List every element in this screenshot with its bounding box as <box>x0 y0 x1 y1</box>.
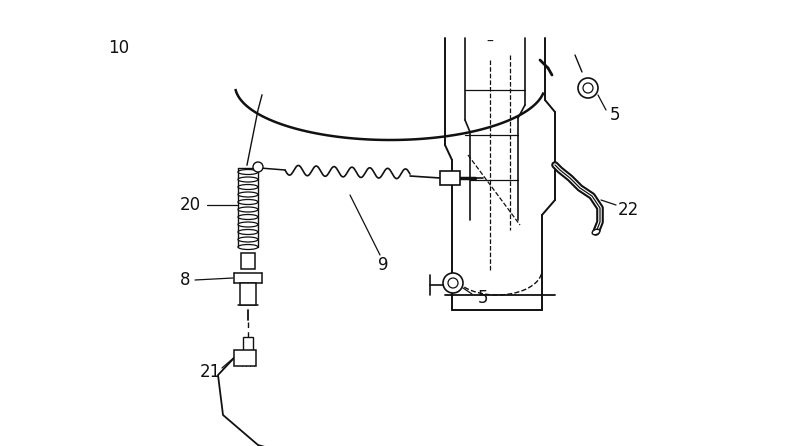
Ellipse shape <box>238 215 258 219</box>
Bar <box>440 171 460 185</box>
Bar <box>243 337 253 351</box>
Ellipse shape <box>238 237 258 242</box>
Circle shape <box>578 78 598 98</box>
Bar <box>241 253 255 269</box>
Bar <box>234 350 256 366</box>
Ellipse shape <box>238 222 258 227</box>
Ellipse shape <box>592 229 600 235</box>
Text: –: – <box>486 35 494 49</box>
Ellipse shape <box>238 199 258 205</box>
Circle shape <box>448 278 458 288</box>
Ellipse shape <box>238 244 258 249</box>
Text: 22: 22 <box>618 201 639 219</box>
Ellipse shape <box>238 230 258 235</box>
Circle shape <box>443 273 463 293</box>
Text: 9: 9 <box>378 256 389 274</box>
Circle shape <box>253 162 263 172</box>
Text: 10: 10 <box>108 39 129 57</box>
Ellipse shape <box>238 185 258 190</box>
Circle shape <box>583 83 593 93</box>
Text: 5: 5 <box>610 106 621 124</box>
Text: 21: 21 <box>200 363 222 381</box>
Ellipse shape <box>238 177 258 182</box>
Bar <box>240 283 256 305</box>
Text: 20: 20 <box>180 196 201 214</box>
Text: 5: 5 <box>478 289 489 307</box>
Text: 8: 8 <box>180 271 190 289</box>
Ellipse shape <box>238 192 258 197</box>
Ellipse shape <box>238 169 258 174</box>
Ellipse shape <box>238 207 258 212</box>
